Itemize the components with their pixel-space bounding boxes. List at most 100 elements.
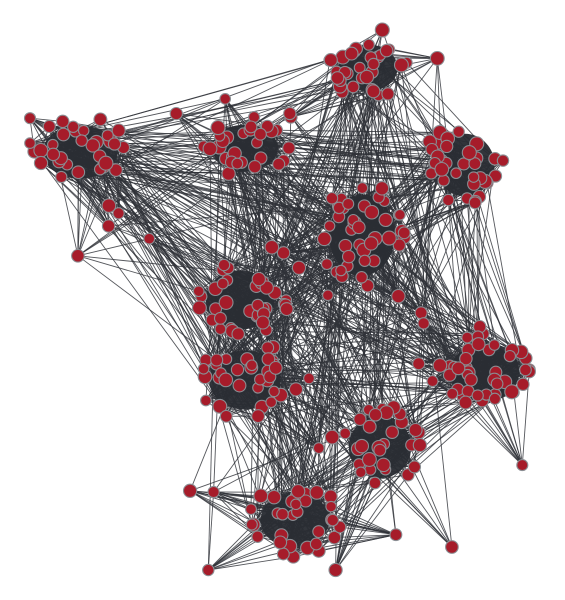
- graph-edge: [290, 77, 338, 118]
- graph-node: [408, 422, 423, 438]
- graph-edge: [443, 180, 484, 334]
- graph-node: [191, 300, 207, 316]
- graph-node: [219, 93, 232, 105]
- graph-node: [417, 317, 430, 330]
- graph-node: [248, 160, 262, 174]
- graph-node: [111, 123, 126, 138]
- graph-node: [461, 331, 474, 344]
- graph-node: [442, 193, 455, 207]
- graph-node: [452, 125, 465, 138]
- graph-node: [214, 323, 227, 336]
- graph-node: [407, 460, 422, 474]
- graph-node: [261, 341, 275, 355]
- graph-edge: [337, 77, 400, 216]
- graph-node: [368, 408, 383, 422]
- graph-edge: [286, 309, 297, 390]
- graph-node: [516, 377, 530, 391]
- graph-node: [461, 145, 477, 161]
- graph-node: [367, 57, 380, 71]
- graph-node: [245, 518, 258, 531]
- graph-node: [23, 112, 37, 125]
- graph-node: [264, 239, 280, 255]
- graph-node: [71, 165, 86, 180]
- graph-edge: [213, 230, 403, 493]
- graph-edge: [283, 198, 333, 254]
- graph-edge: [107, 71, 373, 136]
- graph-node: [468, 157, 482, 171]
- graph-node: [323, 53, 338, 68]
- graph-node: [42, 119, 56, 134]
- graph-node: [368, 476, 382, 490]
- graph-node: [85, 138, 101, 153]
- graph-edge: [61, 176, 110, 206]
- graph-edge: [207, 491, 215, 571]
- graph-edge: [283, 198, 342, 254]
- graph-node: [356, 182, 369, 194]
- graph-node: [326, 513, 340, 527]
- graph-edge: [389, 49, 438, 59]
- graph-edge: [262, 322, 478, 338]
- graph-node: [464, 372, 478, 387]
- graph-node: [213, 311, 227, 325]
- graph-node: [373, 443, 387, 457]
- graph-edge: [189, 490, 258, 538]
- graph-node: [288, 382, 304, 397]
- graph-node: [253, 127, 267, 141]
- graph-node: [490, 377, 504, 391]
- graph-node: [394, 208, 406, 221]
- graph-node: [101, 219, 116, 233]
- graph-node: [303, 372, 315, 385]
- graph-edge: [257, 172, 457, 537]
- graph-node: [202, 141, 218, 157]
- graph-edge: [222, 163, 280, 270]
- graph-node: [182, 483, 198, 498]
- graph-edge: [418, 337, 468, 365]
- graph-node: [24, 137, 36, 149]
- graph-edge: [465, 402, 523, 466]
- graph-edge: [316, 295, 329, 493]
- graph-node: [504, 384, 520, 400]
- graph-node: [101, 198, 117, 213]
- graph-node: [391, 288, 406, 304]
- graph-node: [309, 537, 323, 551]
- graph-edge: [378, 197, 468, 338]
- graph-node: [217, 258, 231, 272]
- graph-edge: [308, 378, 320, 449]
- graph-node: [467, 171, 480, 183]
- graph-node: [362, 419, 377, 434]
- graph-node: [101, 129, 114, 142]
- graph-edge: [481, 400, 523, 466]
- graph-node: [378, 212, 393, 228]
- graph-node: [283, 106, 297, 121]
- graph-node: [265, 396, 278, 409]
- graph-node: [324, 429, 340, 445]
- graph-node: [67, 120, 80, 133]
- graph-edge: [367, 285, 480, 328]
- graph-node: [363, 236, 379, 251]
- graph-node: [397, 226, 411, 240]
- graph-node: [143, 232, 156, 245]
- graph-node: [192, 285, 205, 298]
- graph-node: [432, 358, 448, 373]
- graph-node: [341, 249, 356, 264]
- graph-node: [328, 562, 343, 578]
- graph-node: [221, 166, 236, 181]
- graph-node: [440, 139, 454, 154]
- graph-edge: [213, 409, 369, 493]
- graph-edge: [513, 392, 523, 466]
- graph-edge: [334, 534, 396, 539]
- graph-edge: [339, 526, 396, 536]
- graph-node: [344, 46, 359, 61]
- graph-edge: [326, 263, 416, 431]
- graph-node: [93, 112, 108, 127]
- graph-node: [56, 127, 71, 142]
- graph-edge: [271, 246, 361, 420]
- graph-node: [359, 69, 375, 85]
- graph-node: [323, 220, 336, 232]
- graph-node: [251, 271, 266, 287]
- graph-node: [218, 295, 234, 310]
- graph-node: [325, 191, 339, 205]
- graph-node: [381, 87, 395, 101]
- graph-edge: [275, 367, 320, 449]
